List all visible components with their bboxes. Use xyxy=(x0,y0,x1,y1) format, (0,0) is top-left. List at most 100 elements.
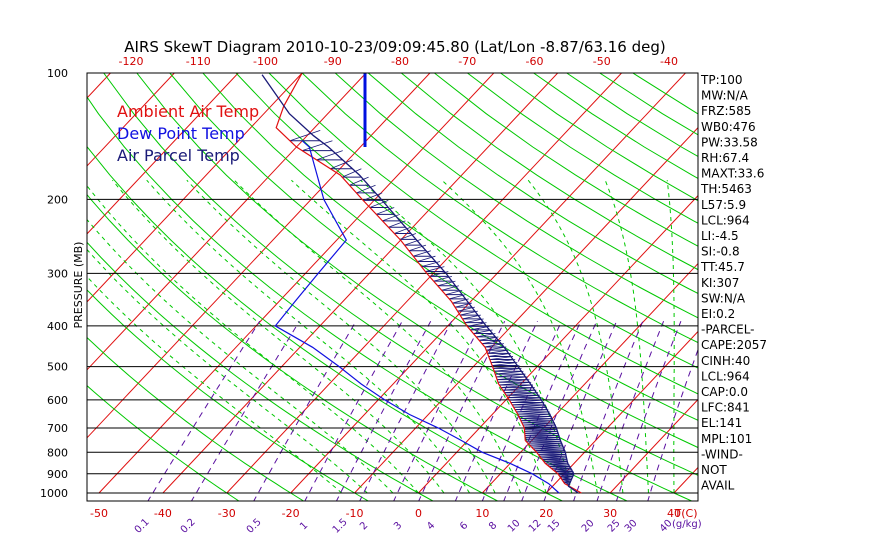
temp-axis-unit: T(C) xyxy=(674,507,698,520)
pressure-tick-label: 500 xyxy=(47,361,68,374)
cape-hatch-diagonal xyxy=(489,356,514,360)
isotherm-line xyxy=(545,330,698,494)
mixing-ratio-line xyxy=(304,320,403,501)
y-axis-label: PRESSURE (MB) xyxy=(72,242,85,329)
mixing-ratio-label: 3 xyxy=(392,520,404,532)
mixing-ratio-line xyxy=(359,320,453,501)
moist-adiabat-line xyxy=(604,180,649,493)
stat-item: CINH:40 xyxy=(701,354,750,368)
stat-item: SI:-0.8 xyxy=(701,245,740,259)
mixing-ratio-line xyxy=(647,348,698,501)
stat-item: LCL:964 xyxy=(701,213,750,227)
stat-item: MAXT:33.6 xyxy=(701,167,764,181)
mixing-ratio-lines xyxy=(147,320,698,501)
mixing-ratio-label: 8 xyxy=(487,520,499,532)
cape-hatch-diagonal xyxy=(349,176,369,186)
cape-hatch-diagonal xyxy=(376,207,395,215)
isotherm-line xyxy=(87,73,303,303)
isotherm-line xyxy=(418,194,698,494)
dry-adiabat-line xyxy=(103,73,693,501)
mixing-ratio-label: 2 xyxy=(358,520,370,532)
moist-adiabat-line xyxy=(666,180,675,493)
mixing-ratio-label: 25 xyxy=(606,518,623,535)
temp-tick-top: -60 xyxy=(526,55,544,68)
stat-item: SW:N/A xyxy=(701,291,746,305)
moist-adiabat-line xyxy=(146,179,471,494)
temp-tick-top: -50 xyxy=(593,55,611,68)
mixing-ratio-line xyxy=(147,320,261,501)
stat-item: EI:0.2 xyxy=(701,307,735,321)
temp-tick-bottom: -30 xyxy=(218,507,236,520)
cape-hatch-diagonal xyxy=(413,250,431,257)
stat-item: LI:-4.5 xyxy=(701,229,739,243)
dry-adiabat-line xyxy=(87,145,564,501)
moist-adiabat-line xyxy=(441,179,598,494)
mixing-ratio-label: 12 xyxy=(527,518,544,535)
cape-hatch-diagonal xyxy=(394,226,411,234)
dry-adiabat-line xyxy=(434,73,698,247)
dry-adiabat-line xyxy=(400,73,698,271)
stat-item: CAP:0.0 xyxy=(701,385,748,399)
cape-hatch-diagonal xyxy=(408,244,427,252)
moist-adiabat-line xyxy=(233,179,522,494)
mixing-ratio-label: 30 xyxy=(623,518,640,535)
cape-hatch-diagonal xyxy=(488,352,511,357)
isotherm-line xyxy=(162,73,559,494)
stat-item: L57:5.9 xyxy=(701,198,746,212)
pressure-tick-label: 400 xyxy=(47,320,68,333)
isotherm-line xyxy=(87,73,239,235)
pressure-tick-label: 900 xyxy=(47,468,68,481)
mixing-ratio-line xyxy=(615,321,682,501)
dry-adiabat-line xyxy=(334,73,698,319)
pressure-tick-label: 200 xyxy=(47,193,68,206)
legend-entry: Ambient Air Temp xyxy=(117,102,259,121)
mixing-ratio-line xyxy=(418,320,506,501)
moist-adiabat-line xyxy=(87,248,368,494)
legend-entry: Dew Point Temp xyxy=(117,124,245,143)
mixing-ratio-line xyxy=(190,320,300,501)
cape-hatch-diagonal xyxy=(490,359,516,363)
temp-tick-bottom: 10 xyxy=(475,507,489,520)
temp-tick-top: -80 xyxy=(391,55,409,68)
dry-adiabat-line xyxy=(268,73,698,369)
mixing-ratio-label: 0.1 xyxy=(133,517,152,536)
cape-hatch-diagonal xyxy=(342,168,362,178)
dry-adiabat-line xyxy=(136,73,698,476)
cape-hatch-diagonal xyxy=(486,346,507,351)
stat-item: PW:33.58 xyxy=(701,135,758,149)
temp-tick-bottom: -10 xyxy=(346,507,364,520)
isotherm-line xyxy=(609,398,698,494)
temp-tick-bottom: -20 xyxy=(282,507,300,520)
stat-item: FRZ:585 xyxy=(701,104,751,118)
stat-item: -PARCEL- xyxy=(701,323,755,337)
temp-tick-top: -100 xyxy=(253,55,278,68)
moist-adiabat-line xyxy=(527,179,624,494)
chart-title: AIRS SkewT Diagram 2010-10-23/09:09:45.8… xyxy=(124,38,665,56)
cape-hatch-diagonal xyxy=(330,159,353,170)
temp-tick-bottom: 40 xyxy=(667,507,681,520)
cape-hatch-diagonal xyxy=(356,184,376,194)
dry-adiabat-line xyxy=(87,193,499,501)
stat-item: EL:141 xyxy=(701,416,742,430)
temp-tick-top: -110 xyxy=(186,55,211,68)
stat-item: NOT xyxy=(701,463,727,477)
parcel-temp-line xyxy=(261,74,579,494)
pressure-tick-label: 700 xyxy=(47,422,68,435)
moist-adiabat-line xyxy=(112,179,445,494)
isotherm-line xyxy=(98,73,495,494)
stat-item: CAPE:2057 xyxy=(701,338,767,352)
cape-hatch-diagonal xyxy=(382,213,401,222)
temp-tick-top: -70 xyxy=(458,55,476,68)
cape-hatch-diagonal xyxy=(399,233,417,240)
mixing-ratio-label: 15 xyxy=(546,518,563,535)
temp-tick-top: -90 xyxy=(324,55,342,68)
stat-item: AVAIL xyxy=(701,479,735,493)
dewpoint-temp-line xyxy=(274,140,560,494)
cape-hatch-diagonal xyxy=(362,192,383,201)
mixing-ratio-line xyxy=(393,320,483,501)
cape-hatch-diagonal xyxy=(487,349,509,354)
moist-adiabat-line xyxy=(87,275,343,494)
cape-hatch-diagonal xyxy=(316,150,343,161)
mixing-ratio-label: 4 xyxy=(425,520,437,532)
